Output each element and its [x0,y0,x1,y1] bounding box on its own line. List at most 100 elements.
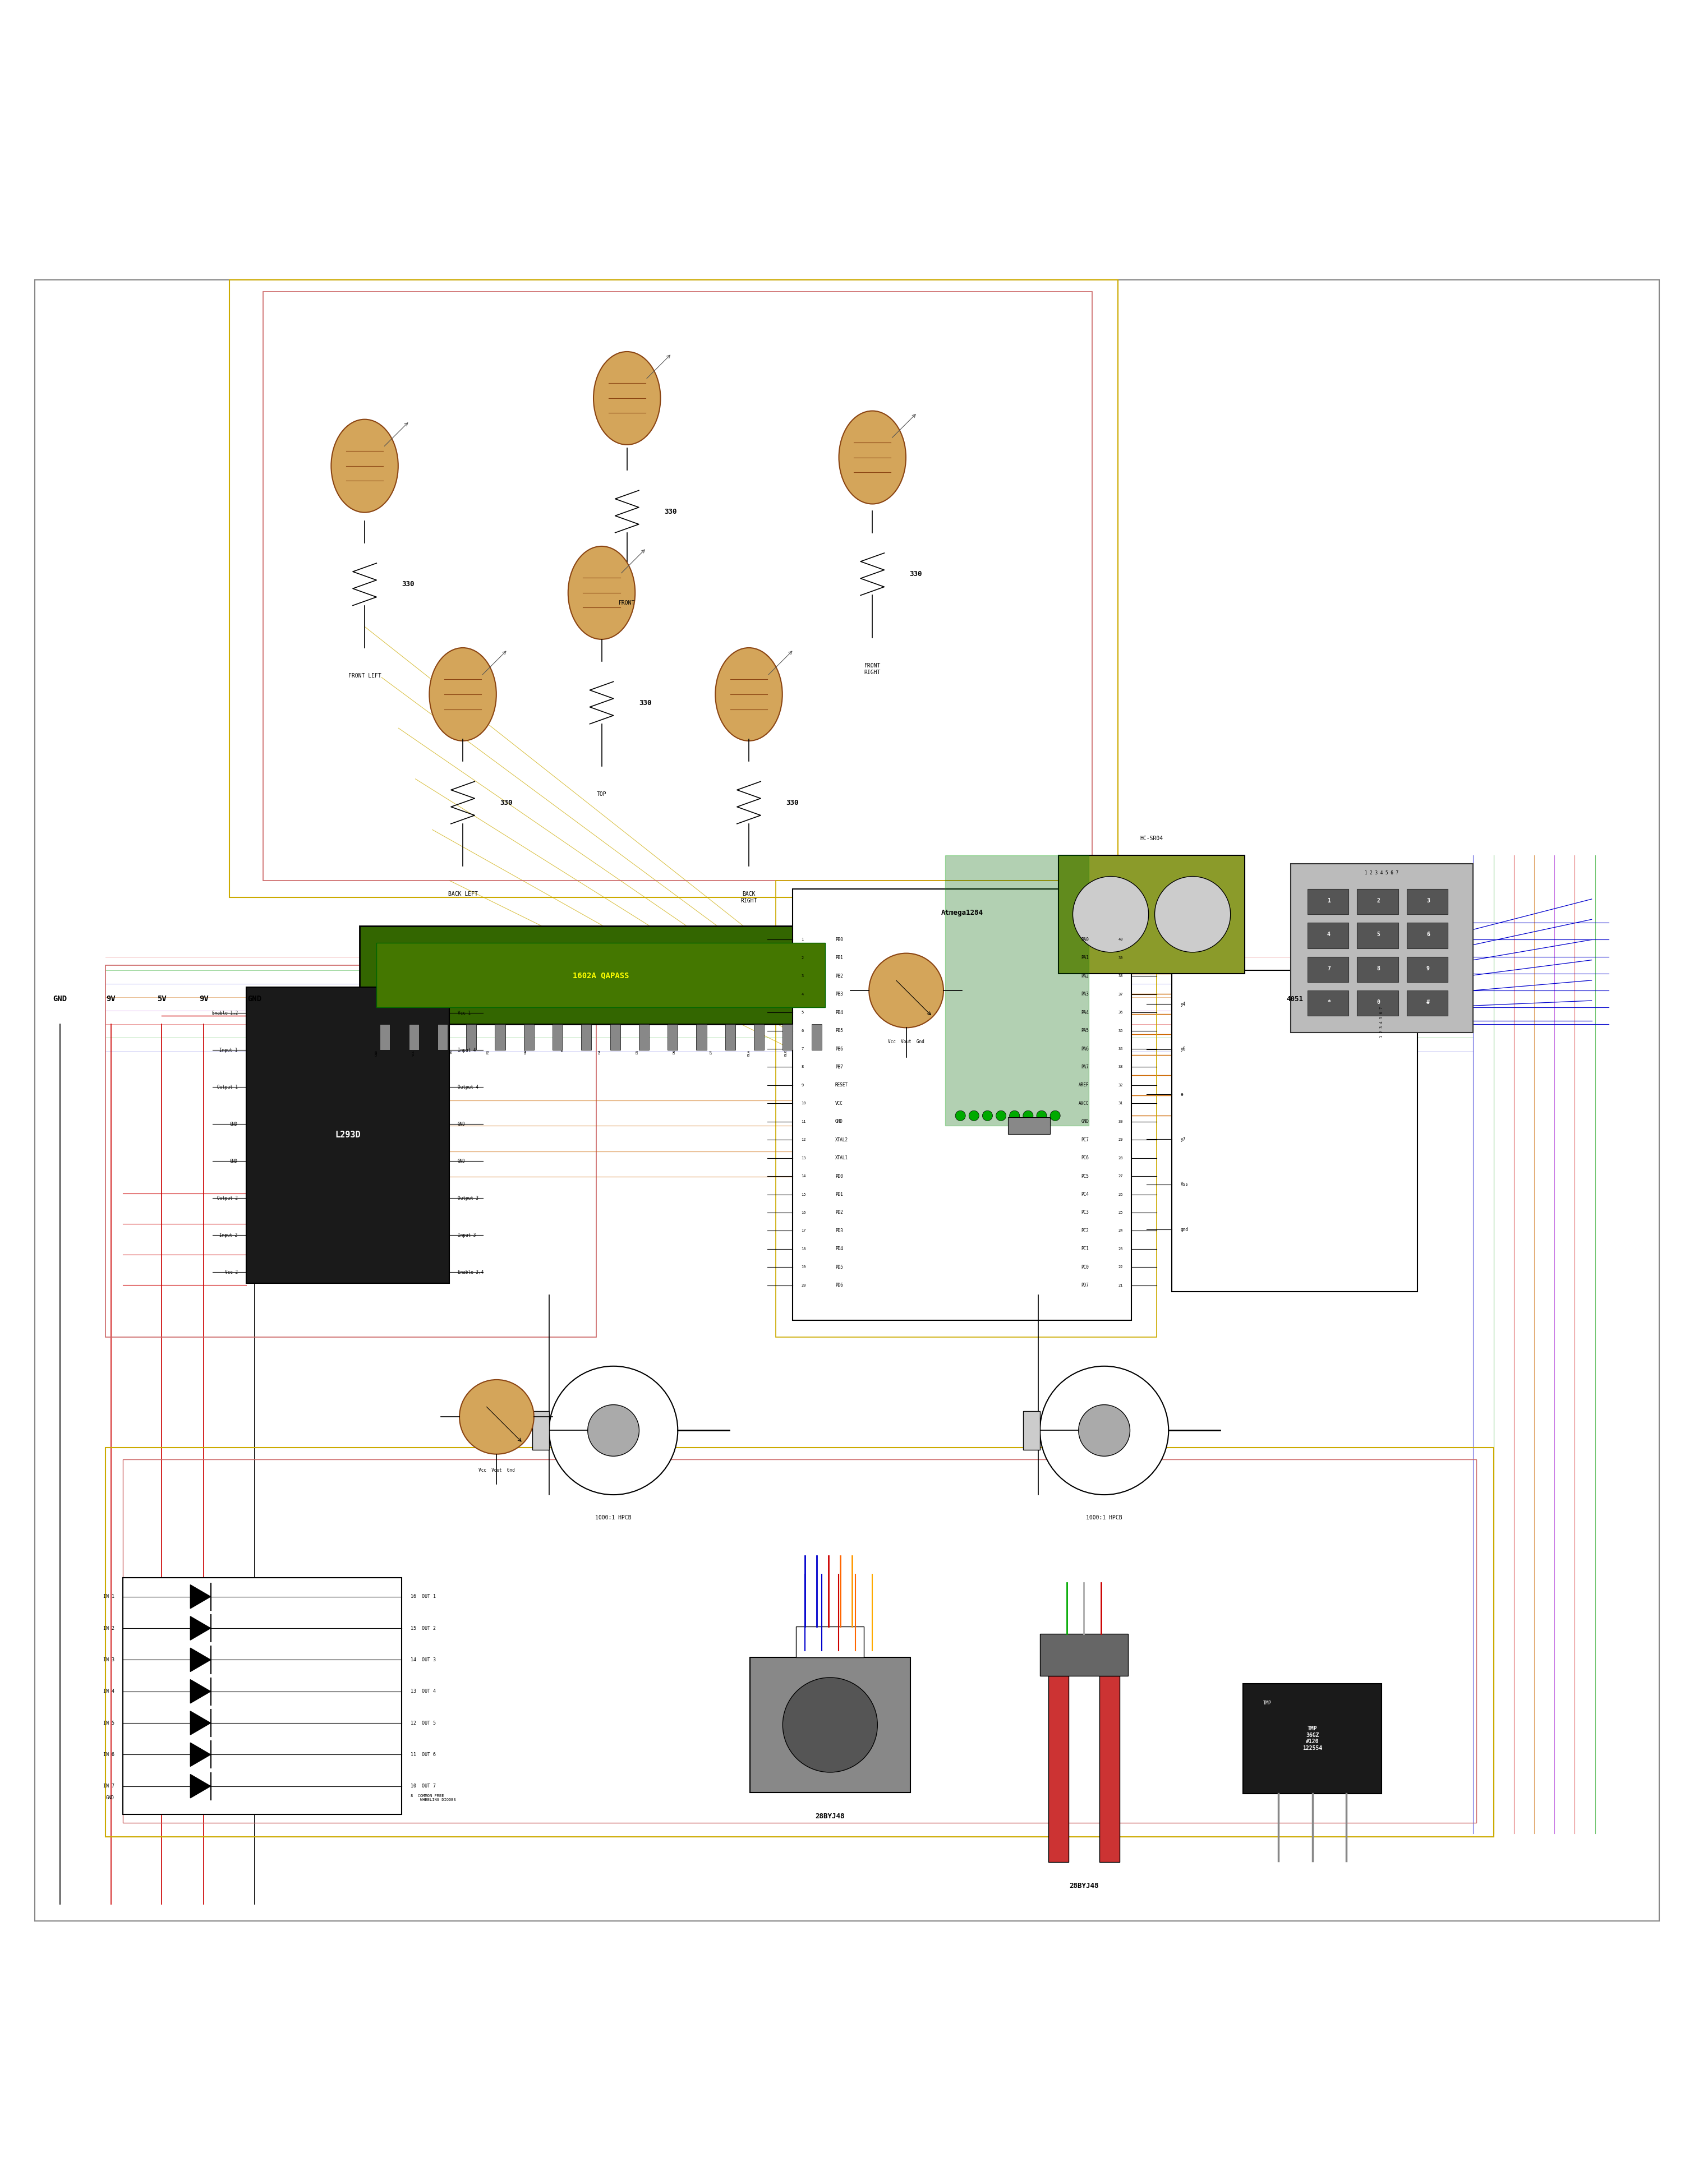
Polygon shape [190,1586,210,1607]
Text: 15  OUT 2: 15 OUT 2 [410,1625,435,1631]
Text: 25: 25 [1118,1210,1123,1214]
Bar [105,1448,1494,1837]
Text: PD5: PD5 [835,1265,844,1269]
Text: *: * [1326,1000,1330,1005]
Text: L293D: L293D [335,1131,361,1140]
Bar [229,280,1118,898]
Text: BACK LEFT: BACK LEFT [447,891,478,898]
Bar [793,889,1132,1321]
Text: Enable 3,4: Enable 3,4 [457,1269,484,1275]
Bar [437,1024,447,1051]
Text: GND: GND [457,1123,466,1127]
Text: PB4: PB4 [835,1009,844,1016]
Text: 0: 0 [1377,1000,1381,1005]
Text: 27: 27 [1118,1175,1123,1177]
Text: BACK
RIGHT: BACK RIGHT [740,891,757,904]
Text: PD4: PD4 [835,1247,844,1251]
Text: 6: 6 [1426,933,1430,937]
Bar [1357,889,1398,915]
Text: 24: 24 [1118,1230,1123,1232]
Text: RS: RS [486,1051,490,1055]
Bar [1099,1675,1120,1863]
Text: HC-SR04: HC-SR04 [1140,836,1164,841]
Text: 3: 3 [801,974,803,978]
Text: Input 2: Input 2 [220,1232,237,1238]
Bar [1406,992,1448,1016]
Text: 1000:1 HPCB: 1000:1 HPCB [1086,1516,1123,1520]
Ellipse shape [715,649,783,740]
Bar [246,987,449,1284]
Bar [1406,957,1448,983]
Text: 1 2 3 4 5 6 7: 1 2 3 4 5 6 7 [1365,871,1399,876]
Text: 4: 4 [801,992,803,996]
Text: Output 2: Output 2 [217,1195,237,1201]
Text: 38: 38 [1118,974,1123,978]
Text: RESET: RESET [835,1083,849,1088]
Text: GND: GND [457,1158,466,1164]
Text: 330: 330 [910,570,922,579]
Text: PC1: PC1 [1081,1247,1089,1251]
Text: 16: 16 [801,1210,806,1214]
Text: PB2: PB2 [835,974,844,978]
Bar [776,880,1157,1337]
Ellipse shape [429,649,496,740]
Text: 17: 17 [801,1230,806,1232]
Text: 12  OUT 5: 12 OUT 5 [410,1721,435,1725]
Text: 330: 330 [401,581,415,587]
Text: PD0: PD0 [835,1173,844,1179]
Polygon shape [190,1679,210,1704]
Text: GND: GND [374,1051,378,1057]
Bar [263,293,1093,880]
Circle shape [588,1404,639,1457]
Circle shape [983,1112,993,1120]
Text: PA5: PA5 [1081,1029,1089,1033]
Bar [1008,1118,1050,1133]
Bar [105,965,596,1337]
Text: 10: 10 [801,1101,806,1105]
Text: 6: 6 [801,1029,803,1033]
Text: D4: D4 [598,1051,601,1055]
Bar [1357,957,1398,983]
Text: PD2: PD2 [835,1210,844,1214]
Text: TMP
36GZ
#120
122554: TMP 36GZ #120 122554 [1303,1725,1323,1752]
Text: 28BYJ48: 28BYJ48 [1069,1883,1099,1889]
Text: 330: 330 [639,699,652,705]
Text: D7: D7 [710,1051,713,1055]
Bar [754,1024,764,1051]
Ellipse shape [839,411,906,505]
Text: 10  OUT 7: 10 OUT 7 [410,1784,435,1789]
Text: FRONT LEFT: FRONT LEFT [349,673,381,679]
Polygon shape [190,1743,210,1767]
Text: PC7: PC7 [1081,1138,1089,1142]
Text: VO: VO [449,1051,452,1055]
Bar [1023,1411,1040,1450]
Bar [376,943,825,1007]
Text: 4: 4 [1326,933,1330,937]
Text: PC3: PC3 [1081,1210,1089,1214]
Text: PC2: PC2 [1081,1227,1089,1234]
Ellipse shape [330,419,398,513]
Bar [796,1627,864,1658]
Text: #: # [1426,1000,1430,1005]
Circle shape [1079,1404,1130,1457]
Text: GND: GND [247,996,261,1002]
Bar [1040,1634,1128,1675]
Text: y6: y6 [1181,1046,1186,1053]
Text: PB6: PB6 [835,1046,844,1051]
Circle shape [1050,1112,1060,1120]
Bar [552,1024,562,1051]
Text: 13: 13 [801,1155,806,1160]
Bar [122,1459,1477,1824]
Bar [1406,924,1448,948]
Bar [581,1024,591,1051]
Text: IN 1: IN 1 [103,1594,113,1599]
Text: Vcc  Vout  Gnd: Vcc Vout Gnd [478,1468,515,1472]
Text: IN 6: IN 6 [103,1752,113,1758]
Bar [945,856,1089,1125]
Bar [1308,992,1348,1016]
Text: GND: GND [230,1123,237,1127]
Text: gnd: gnd [1181,1227,1187,1232]
Ellipse shape [567,546,635,640]
Bar [466,1024,476,1051]
Text: FRONT
RIGHT: FRONT RIGHT [864,664,881,675]
